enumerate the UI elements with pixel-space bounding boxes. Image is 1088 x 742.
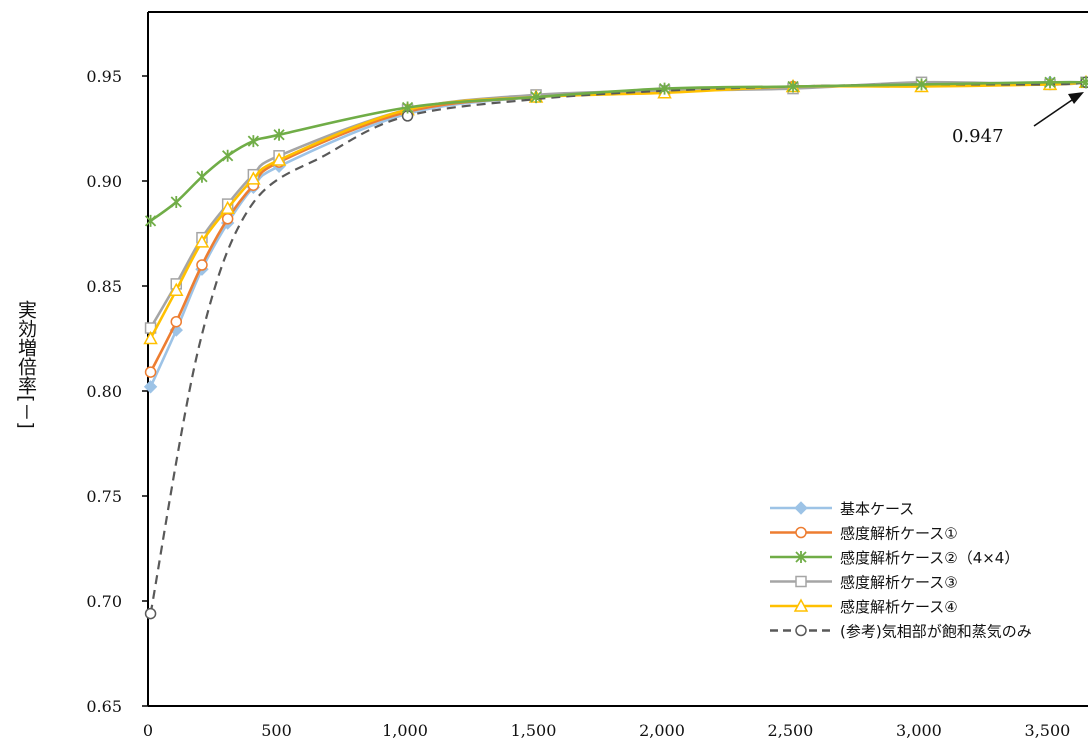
y-tick-label: 0.95	[86, 67, 122, 86]
data-point	[196, 259, 208, 271]
data-point	[271, 152, 287, 166]
series-line	[149, 81, 1087, 614]
data-point	[1044, 76, 1056, 89]
y-tick-label: 0.70	[86, 592, 122, 611]
data-point	[194, 234, 210, 248]
data-point	[222, 149, 234, 162]
data-point	[273, 128, 285, 141]
series-2	[144, 76, 1088, 378]
series-5	[143, 74, 1088, 345]
data-point	[196, 170, 208, 183]
data-point	[144, 366, 157, 378]
data-point	[247, 135, 260, 148]
legend-swatch-marker	[795, 575, 807, 588]
x-tick-label: 1,500	[511, 721, 557, 740]
data-point	[915, 78, 928, 91]
series-line	[149, 81, 1087, 340]
legend-entry: 感度解析ケース④	[840, 598, 958, 616]
annotation-arrow-head	[1068, 92, 1084, 104]
data-point	[1080, 76, 1088, 89]
legend-entry: 基本ケース	[840, 500, 914, 518]
data-point	[221, 213, 234, 225]
annotation-label: 0.947	[952, 126, 1004, 147]
legend-swatch-marker	[794, 501, 808, 515]
data-point	[530, 91, 542, 103]
series-4	[144, 76, 1088, 334]
data-point	[169, 282, 184, 296]
series-line	[149, 80, 1087, 388]
data-point	[658, 82, 671, 95]
series-1	[143, 75, 1088, 394]
x-tick-label: 500	[261, 721, 292, 740]
x-tick-label: 0	[143, 721, 153, 740]
data-point	[787, 80, 799, 93]
data-point	[143, 330, 158, 345]
legend-entry: 感度解析ケース②（4×4）	[840, 549, 1019, 567]
legend-entry: (参考)気相部が飽和蒸気のみ	[840, 623, 1032, 641]
data-point	[170, 196, 182, 208]
y-tick-label: 0.75	[86, 487, 122, 506]
legend-swatch-marker	[795, 624, 807, 637]
axes: 0.65 0.70 0.75 0.80 0.85 0.90 0.95 0 500 1,000 1,5…	[86, 11, 1088, 740]
y-axis-label: 実効増倍率[－]	[15, 300, 37, 429]
legend-swatch-marker	[795, 551, 807, 563]
x-tick-label: 1,000	[382, 721, 428, 740]
y-tick-label: 0.65	[86, 697, 122, 716]
x-tick-label: 2,000	[639, 721, 685, 740]
data-point	[144, 607, 157, 620]
x-tick-label: 3,000	[896, 721, 942, 740]
series-3	[144, 76, 1088, 227]
annotation-arrow-line	[1033, 99, 1073, 127]
data-point	[220, 200, 235, 215]
legend-swatch-marker	[793, 598, 809, 612]
x-tick-label: 2,500	[768, 721, 814, 740]
y-tick-label: 0.80	[86, 382, 122, 401]
legend-swatch-marker	[795, 526, 807, 539]
x-tick-label: 3,500	[1025, 721, 1071, 740]
data-point	[170, 315, 183, 328]
data-point	[401, 101, 414, 114]
data-point	[144, 214, 157, 227]
series-line	[149, 80, 1087, 329]
legend-entry: 感度解析ケース①	[840, 525, 958, 543]
series-group	[143, 74, 1088, 620]
y-tick-label: 0.90	[86, 172, 122, 191]
y-tick-label: 0.85	[86, 277, 122, 296]
legend-entry: 感度解析ケース③	[840, 574, 958, 592]
annotation: 0.947	[952, 92, 1084, 147]
data-point	[143, 380, 158, 394]
series-line	[149, 81, 1087, 373]
data-point	[246, 171, 261, 185]
